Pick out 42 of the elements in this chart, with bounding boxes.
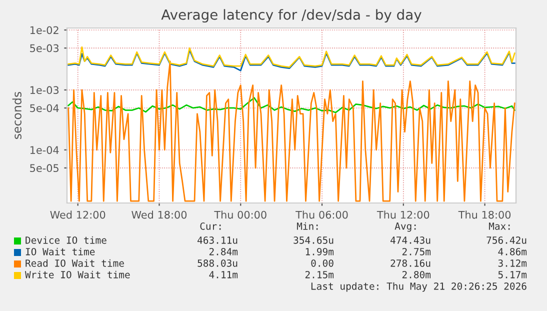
text: 4.86m	[498, 248, 527, 256]
text: 474.43u	[390, 236, 430, 244]
legend-label: IO Wait time	[26, 248, 95, 256]
y-tick-label: 5e-03	[30, 44, 59, 52]
x-tick-label: Wed 18:00	[132, 210, 187, 219]
x-tick-label: Thu 06:00	[296, 210, 348, 219]
legend-label: Read IO Wait time	[26, 259, 124, 267]
text: Max:	[488, 222, 510, 230]
text: 2.75m	[402, 248, 431, 256]
line-series	[68, 46, 516, 68]
text: 2.15m	[305, 270, 334, 278]
text: Last update: Thu May 21 20:26:25 2026	[311, 282, 526, 292]
text: Min:	[296, 222, 318, 230]
text: 463.11u	[198, 236, 238, 244]
y-axis-title: seconds	[12, 92, 22, 139]
x-tick-label: Thu 12:00	[376, 210, 430, 219]
text: 2.84m	[209, 248, 238, 256]
text: 4.11m	[209, 271, 238, 278]
x-tick-label: Thu 00:00	[214, 210, 266, 219]
text: 2.80m	[402, 270, 431, 278]
text: Cur:	[200, 222, 221, 230]
y-tick-label: 1e-04	[30, 146, 59, 154]
text: 756.42u	[486, 236, 526, 244]
line-series	[68, 97, 516, 114]
y-tick-label: 5e-05	[30, 164, 58, 172]
line-series	[68, 50, 516, 72]
text: 1.99m	[306, 248, 334, 256]
x-tick-label: Wed 12:00	[50, 210, 106, 219]
y-tick-label: 1e-03	[30, 86, 59, 94]
text: 588.03u	[198, 259, 238, 267]
y-tick-label: 1e-02	[30, 26, 58, 34]
text: 0.00	[311, 259, 334, 267]
legend-label: Write IO Wait time	[25, 270, 130, 278]
text: 354.65u	[294, 236, 334, 244]
x-tick-label: Thu 18:00	[458, 210, 511, 219]
text: 3.12m	[498, 259, 527, 267]
text: 278.16u	[390, 259, 430, 267]
text: 5.17m	[498, 271, 527, 278]
text: Avg:	[394, 222, 416, 232]
legend-label: Device IO time	[26, 236, 106, 244]
chart-title: Average latency for /dev/sda - by day	[161, 9, 422, 23]
y-tick-label: 5e-04	[30, 104, 59, 112]
